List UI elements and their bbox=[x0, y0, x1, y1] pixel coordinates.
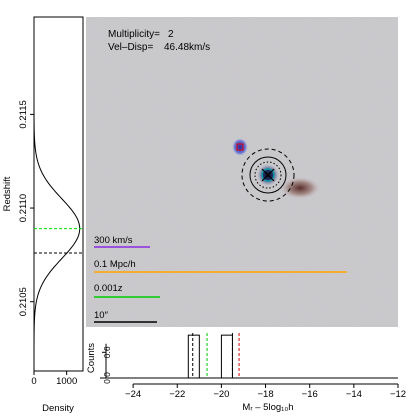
histogram-xtick-label-2: −20 bbox=[213, 389, 229, 400]
density-xlabel: Density bbox=[42, 403, 74, 414]
histogram-xtick-label-0: −24 bbox=[125, 389, 141, 400]
density-curve bbox=[33, 17, 81, 371]
histogram-ytick-label-1: 0.6 bbox=[102, 346, 112, 358]
histogram-ytick-label-0: 0.0 bbox=[102, 372, 112, 384]
aperture-outer-circle bbox=[241, 148, 295, 202]
density-ytick-label-2: 0.2115 bbox=[18, 100, 29, 128]
histogram-xtick-label-3: −18 bbox=[257, 389, 273, 400]
center-cross-b bbox=[261, 168, 275, 182]
scale-bar-velocity-label: 300 km/s bbox=[94, 235, 133, 246]
histogram-xtick-label-1: −22 bbox=[169, 389, 185, 400]
scale-bar-distance-label: 0.1 Mpc/h bbox=[94, 259, 136, 270]
veldisp-label: Vel–Disp= bbox=[108, 42, 153, 53]
galaxy-companion bbox=[232, 138, 248, 156]
galaxy-secondary bbox=[280, 177, 320, 199]
multiplicity-value: 2 bbox=[168, 29, 174, 40]
density-plot-frame bbox=[33, 16, 84, 372]
aperture-middle-circle bbox=[249, 156, 287, 194]
histogram-bar-0 bbox=[187, 334, 200, 379]
histogram-xlabel: Mᵣ – 5log₁₀h bbox=[242, 402, 293, 413]
density-xtick-label-1: 1000 bbox=[56, 376, 77, 387]
density-ytick-label-0: 0.2105 bbox=[18, 287, 29, 316]
redshift-density-panel: Redshift Density 0 1000 0.2105 0.2110 0.2115 bbox=[2, 16, 84, 414]
member-marker-center bbox=[261, 168, 275, 182]
sky-image-panel: Multiplicity= 2 Vel–Disp= 46.48km/s 300 … bbox=[86, 17, 398, 327]
histogram-ylabel: Counts bbox=[86, 343, 97, 373]
member-marker-companion bbox=[236, 143, 244, 151]
histogram-xtick-label-5: −14 bbox=[346, 389, 362, 400]
density-xtick-label-0: 0 bbox=[31, 376, 36, 387]
density-ytick-label-1: 0.2110 bbox=[18, 194, 29, 222]
histogram-xtick-label-4: −16 bbox=[302, 389, 318, 400]
aperture-inner-circle bbox=[254, 161, 282, 189]
scale-bar-angle-label: 10″ bbox=[94, 310, 109, 321]
multiplicity-label: Multiplicity= bbox=[108, 29, 160, 40]
veldisp-value: 46.48km/s bbox=[164, 42, 210, 53]
density-ylabel: Redshift bbox=[2, 176, 13, 211]
magnitude-histogram-panel: Counts Mᵣ – 5log₁₀h −24 −22 −20 −18 −16 −14 −1… bbox=[86, 333, 406, 413]
histogram-bar-1 bbox=[220, 334, 233, 379]
scale-bar-redshift-label: 0.001z bbox=[94, 283, 123, 294]
histogram-xtick-label-6: −12 bbox=[390, 389, 406, 400]
